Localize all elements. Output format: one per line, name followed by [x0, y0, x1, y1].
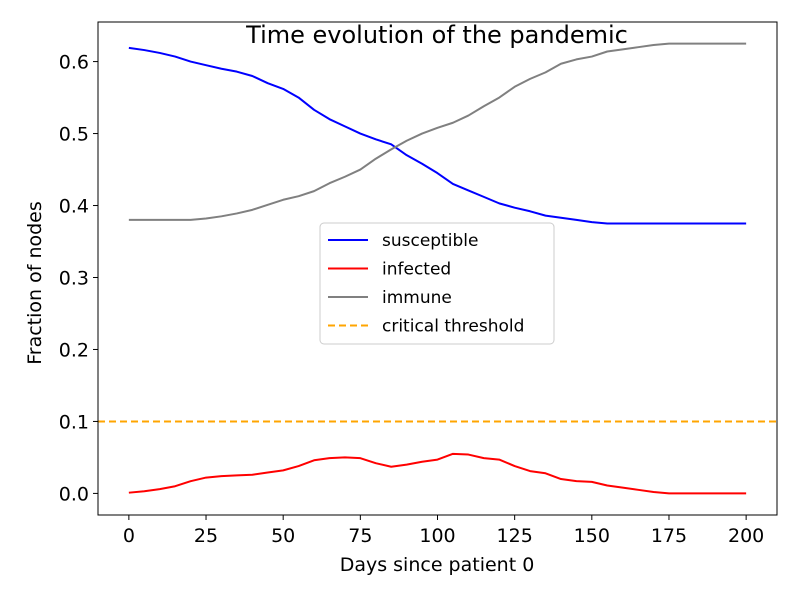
legend-label-susceptible: susceptible	[382, 231, 478, 251]
y-tick-label: 0.3	[59, 267, 89, 289]
x-tick-label: 75	[348, 525, 372, 547]
legend: susceptible infected immune critical thresh…	[319, 222, 555, 345]
y-tick-label: 0.6	[59, 52, 89, 74]
series-line-susceptible	[128, 46, 747, 225]
series-line-immune	[128, 42, 747, 221]
x-tick-label: 100	[419, 525, 455, 547]
x-tick-label: 200	[728, 525, 764, 547]
series-line-infected	[128, 452, 747, 495]
x-tick-label: 175	[651, 525, 687, 547]
legend-box	[319, 222, 555, 345]
y-axis: 0.0 0.1 0.2 0.3 0.4 0.5 0.6	[59, 52, 98, 505]
x-tick-label: 125	[497, 525, 533, 547]
y-tick-label: 0.1	[59, 411, 89, 433]
x-tick-label: 0	[123, 525, 135, 547]
legend-label-infected: infected	[382, 260, 451, 280]
legend-label-critical-threshold: critical threshold	[382, 317, 524, 337]
legend-label-immune: immune	[382, 288, 452, 308]
x-axis-label: Days since patient 0	[340, 554, 535, 576]
y-axis-label: Fraction of nodes	[24, 201, 46, 365]
y-tick-label: 0.0	[59, 483, 89, 505]
chart-title: Time evolution of the pandemic	[245, 21, 628, 49]
x-axis: 0 25 50 75 100 125 150 175 200	[123, 515, 764, 547]
x-tick-label: 50	[271, 525, 295, 547]
x-tick-label: 25	[194, 525, 218, 547]
y-tick-label: 0.5	[59, 124, 89, 146]
y-tick-label: 0.2	[59, 339, 89, 361]
x-tick-label: 150	[574, 525, 610, 547]
y-tick-label: 0.4	[59, 196, 89, 218]
